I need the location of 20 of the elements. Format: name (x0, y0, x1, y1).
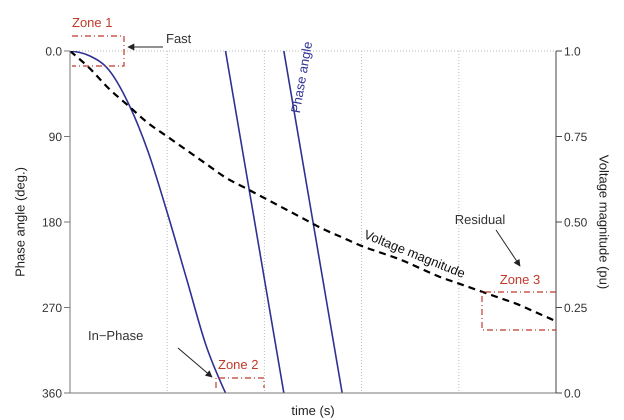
y-axis-title: Phase angle (deg.) (12, 167, 28, 277)
y-tick-label: 180 (42, 215, 62, 230)
annotation: Zone 3 (500, 272, 540, 287)
y-tick-label: 270 (42, 300, 62, 315)
y-tick-label: 90 (48, 130, 62, 144)
y2-tick-label: 0.0 (564, 386, 582, 400)
y2-tick-label: 0.75 (564, 130, 588, 144)
y2-tick-label: 0.25 (564, 300, 588, 315)
x-axis-title: time (s) (291, 403, 335, 418)
text: Fast (166, 31, 192, 46)
y2-tick-label: 0.50 (564, 215, 588, 230)
annotation: Residual (454, 212, 506, 227)
y-tick-label: 0.0 (45, 44, 62, 58)
y2-axis-title: Voltage magnitude (pu) (596, 154, 612, 290)
text: Zone 1 (72, 15, 112, 30)
annotation: Zone 2 (218, 357, 258, 372)
y-tick-label: 360 (42, 386, 62, 400)
annotation: In−Phase (88, 328, 144, 343)
y2-tick-label: 1.0 (564, 44, 582, 58)
text: Phase angle (288, 40, 316, 114)
